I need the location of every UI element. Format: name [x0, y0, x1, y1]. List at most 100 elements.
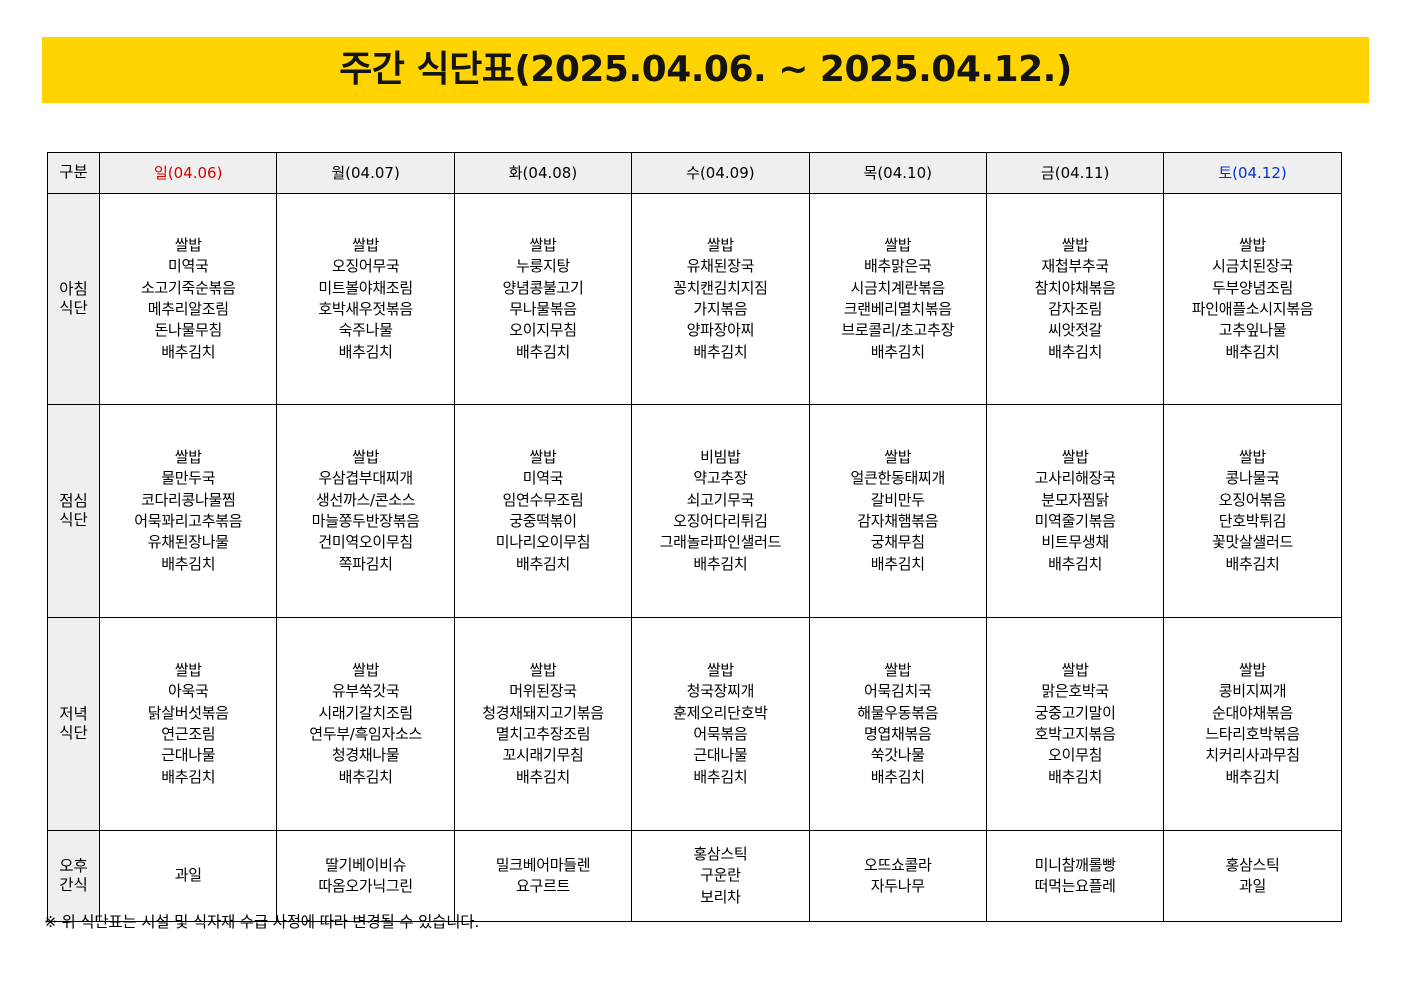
dish-item: 아욱국	[167, 682, 209, 701]
dish-item: 오징어다리튀김	[673, 512, 768, 530]
header-day-tue: 화(04.08)	[453, 152, 633, 194]
dish-item: 쌀밥	[1061, 448, 1089, 467]
dish-item: 쌀밥	[1239, 236, 1267, 255]
dish-item: 재첩부추국	[1041, 257, 1109, 276]
dish-item: 마늘쫑두반장볶음	[311, 512, 420, 530]
dish-item: 떠먹는요플레	[1034, 877, 1116, 895]
dish-item: 시래기갈치조림	[318, 703, 413, 722]
dish-item: 근대나물	[161, 746, 216, 765]
dish-item: 물만두국	[161, 469, 216, 488]
meal-cell-dinner-tue: 쌀밥 머위된장국 청경채돼지고기볶음 멸치고추장조림 꼬시래기무침 배추김치	[453, 617, 633, 831]
dish-item: 쌀밥	[352, 448, 380, 467]
dish-item: 순대야채볶음	[1212, 703, 1294, 722]
meal-cell-breakfast-sun: 쌀밥 미역국 소고기죽순볶음 메추리알조림 돈나물무침 배추김치	[98, 193, 278, 405]
dish-item: 과일	[174, 866, 202, 885]
dish-item: 고사리해장국	[1034, 469, 1116, 488]
dish-item: 콩비지찌개	[1218, 682, 1287, 701]
dish-item: 두부양념조림	[1212, 278, 1294, 297]
dish-item: 머위된장국	[509, 682, 577, 701]
dish-item: 해물우동볶음	[857, 703, 939, 722]
dish-item: 궁중떡볶이	[509, 512, 577, 530]
dish-item: 오징어볶음	[1218, 490, 1287, 509]
dish-item: 어묵볶음	[693, 725, 748, 743]
meal-cell-dinner-thu: 쌀밥 어묵김치국 해물우동볶음 명엽채볶음 쑥갓나물 배추김치	[808, 617, 987, 831]
dish-item: 쌀밥	[529, 236, 557, 255]
dish-item: 배추김치	[693, 767, 748, 786]
dish-item: 배추김치	[515, 554, 570, 573]
meal-cell-lunch-tue: 쌀밥 미역국 임연수무조림 궁중떡볶이 미나리오이무침 배추김치	[453, 404, 633, 618]
dish-item: 양념콩불고기	[502, 278, 584, 297]
table-row-breakfast: 아침 식단 쌀밥 미역국 소고기죽순볶음 메추리알조림 돈나물무침 배추김치 쌀밥 오징어무…	[47, 193, 1342, 405]
dish-item: 씨앗젓갈	[1048, 321, 1103, 340]
header-day-sat: 토(04.12)	[1163, 152, 1342, 194]
meal-cell-lunch-sat: 쌀밥 콩나물국 오징어볶음 단호박튀김 꽃맛살샐러드 배추김치	[1163, 404, 1342, 618]
header-day-wed: 수(04.09)	[631, 152, 810, 194]
footnote-text: ※ 위 식단표는 시설 및 식자재 수급 사정에 따라 변경될 수 있습니다.	[44, 913, 480, 931]
meal-cell-lunch-sun: 쌀밥 물만두국 코다리콩나물찜 어묵꽈리고추볶음 유채된장나물 배추김치	[98, 404, 278, 618]
dish-item: 갈비만두	[870, 490, 925, 509]
header-row: 구분 일(04.06) 월(04.07) 화(04.08) 수(04.09) 목…	[47, 152, 1342, 194]
dish-item: 오이무침	[1048, 746, 1103, 765]
dish-item: 쌀밥	[352, 661, 380, 680]
dish-item: 배추김치	[870, 342, 925, 361]
weekly-menu-table: 구분 일(04.06) 월(04.07) 화(04.08) 수(04.09) 목…	[47, 152, 1342, 922]
dish-item: 느타리호박볶음	[1205, 725, 1300, 743]
dish-item: 미역국	[522, 469, 564, 488]
dish-item: 구운란	[700, 866, 741, 885]
dish-item: 근대나물	[693, 746, 748, 765]
header-corner-label: 구분	[47, 152, 100, 194]
dish-item: 배추김치	[1225, 342, 1280, 361]
title-banner: 주간 식단표(2025.04.06. ~ 2025.04.12.)	[42, 37, 1369, 103]
dish-item: 배추김치	[1225, 767, 1280, 786]
dish-item: 쌀밥	[884, 448, 912, 467]
dish-item: 쌀밥	[1061, 236, 1089, 255]
dish-item: 명엽채볶음	[864, 725, 932, 743]
dish-item: 우삼겹부대찌개	[318, 469, 413, 488]
table-row-dinner: 저녁 식단 쌀밥 아욱국 닭살버섯볶음 연근조림 근대나물 배추김치 쌀밥 유부쑥갓국 시래기…	[47, 617, 1342, 831]
dish-item: 쑥갓나물	[870, 746, 925, 765]
dish-item: 참치야채볶음	[1034, 278, 1116, 297]
dish-item: 미역국	[167, 257, 209, 276]
meal-cell-lunch-wed: 비빔밥 약고추장 쇠고기무국 오징어다리튀김 그래놀라파인샐러드 배추김치	[631, 404, 810, 618]
dish-item: 브로콜리/초고추장	[841, 321, 955, 340]
dish-item: 배추김치	[338, 342, 393, 361]
dish-item: 멸치고추장조림	[495, 725, 591, 743]
dish-item: 청경채나물	[331, 746, 400, 765]
meal-cell-snack-sat: 홍삼스틱 과일	[1163, 830, 1342, 922]
dish-item: 콩나물국	[1225, 469, 1280, 488]
table-header: 구분 일(04.06) 월(04.07) 화(04.08) 수(04.09) 목…	[47, 152, 1342, 194]
meal-cell-breakfast-wed: 쌀밥 유채된장국 꽁치캔김치지짐 가지볶음 양파장아찌 배추김치	[631, 193, 810, 405]
dish-item: 배추김치	[515, 342, 570, 361]
dish-item: 어묵김치국	[864, 682, 932, 701]
dish-item: 쌀밥	[529, 661, 557, 680]
dish-item: 시금치계란볶음	[850, 278, 946, 297]
dish-item: 쌀밥	[174, 448, 202, 467]
dish-item: 유부쑥갓국	[331, 682, 400, 701]
dish-item: 궁채무침	[870, 533, 925, 552]
dish-item: 임연수무조림	[502, 490, 584, 509]
dish-item: 배추김치	[338, 767, 393, 786]
dish-item: 배추김치	[161, 342, 216, 361]
dish-item: 닭살버섯볶음	[147, 703, 229, 722]
dish-item: 배추김치	[1225, 554, 1280, 573]
dish-item: 오이지무침	[509, 321, 577, 340]
dish-item: 요구르트	[515, 877, 570, 895]
meal-cell-lunch-fri: 쌀밥 고사리해장국 분모자찜닭 미역줄기볶음 비트무생채 배추김치	[985, 404, 1165, 618]
dish-item: 배추맑은국	[864, 257, 932, 276]
dish-item: 배추김치	[161, 554, 216, 573]
dish-item: 쌀밥	[706, 661, 734, 680]
dish-item: 궁중고기말이	[1034, 703, 1116, 722]
dish-item: 청경채돼지고기볶음	[482, 703, 604, 722]
meal-cell-breakfast-fri: 쌀밥 재첩부추국 참치야채볶음 감자조림 씨앗젓갈 배추김치	[985, 193, 1165, 405]
row-label-breakfast: 아침 식단	[47, 193, 100, 405]
dish-item: 미니참깨롤빵	[1034, 855, 1116, 874]
dish-item: 감자조림	[1048, 300, 1103, 318]
dish-item: 약고추장	[693, 469, 748, 488]
meal-cell-dinner-sun: 쌀밥 아욱국 닭살버섯볶음 연근조림 근대나물 배추김치	[98, 617, 278, 831]
dish-item: 쌀밥	[1239, 661, 1267, 680]
dish-item: 밀크베어마들렌	[495, 855, 591, 874]
dish-item: 양파장아찌	[686, 321, 755, 340]
